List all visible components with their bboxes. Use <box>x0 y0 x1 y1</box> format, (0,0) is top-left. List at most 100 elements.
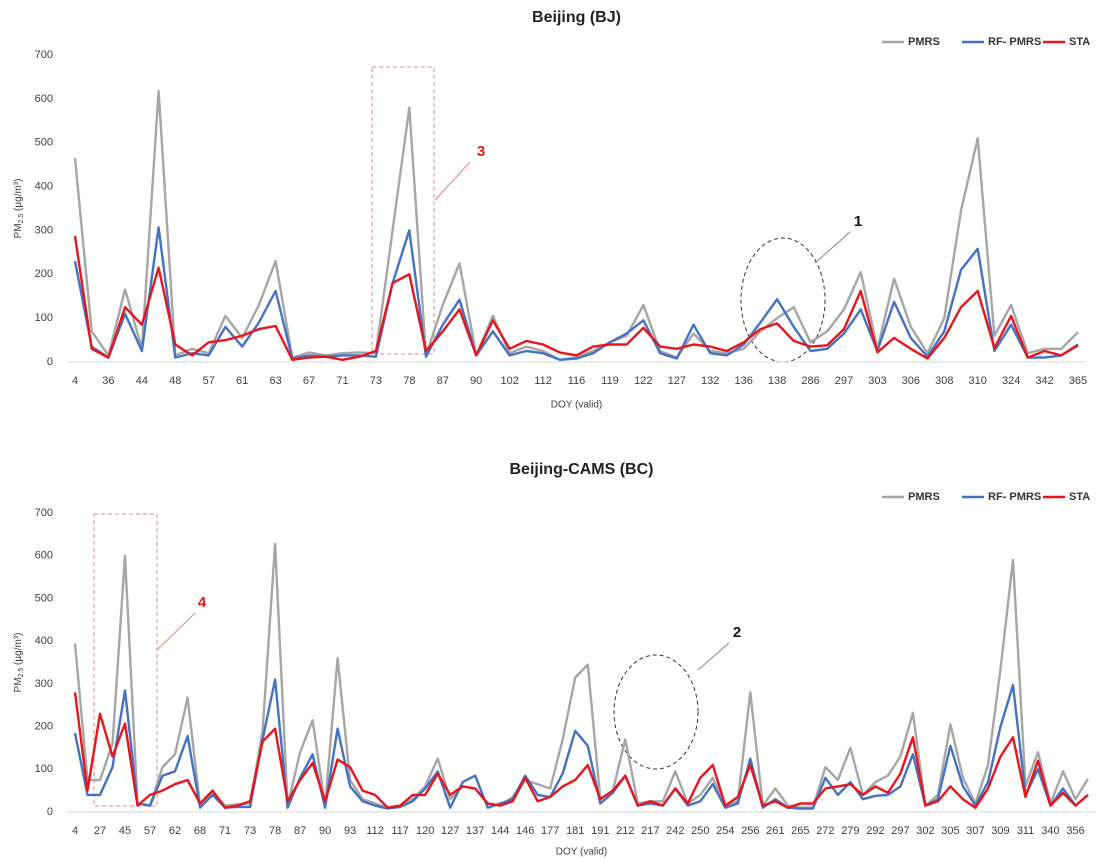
y-tick-label: 600 <box>35 550 53 562</box>
x-tick-label: 48 <box>169 375 181 387</box>
x-tick-label: 292 <box>866 825 884 837</box>
x-tick-label: 27 <box>94 825 106 837</box>
x-tick-label: 261 <box>766 825 784 837</box>
x-tick-label: 78 <box>403 375 415 387</box>
x-tick-label: 306 <box>902 375 920 387</box>
y-tick-label: 500 <box>35 592 53 604</box>
x-tick-label: 181 <box>566 825 584 837</box>
y-tick-label: 200 <box>35 720 53 732</box>
x-tick-label: 250 <box>691 825 709 837</box>
y-axis-title-sub: 2.5 <box>18 668 25 678</box>
x-tick-label: 90 <box>470 375 482 387</box>
x-tick-label: 146 <box>516 825 534 837</box>
data-line <box>73 89 1079 361</box>
x-tick-label: 67 <box>303 375 315 387</box>
x-tick-label: 310 <box>969 375 987 387</box>
x-tick-label: 342 <box>1035 375 1053 387</box>
legend-label: PMRS <box>908 36 940 48</box>
legend-label: STA <box>1069 36 1090 48</box>
x-tick-label: 44 <box>136 375 148 387</box>
chart-title: Beijing (BJ) <box>532 9 621 26</box>
leader-line <box>814 231 851 264</box>
x-tick-label: 191 <box>591 825 609 837</box>
y-tick-label: 200 <box>35 268 53 280</box>
x-tick-label: 119 <box>601 375 619 387</box>
x-tick-label: 57 <box>203 375 215 387</box>
data-line <box>73 226 1079 361</box>
y-tick-label: 400 <box>35 635 53 647</box>
data-line <box>73 678 1089 810</box>
x-tick-label: 286 <box>801 375 819 387</box>
legend-label: RF- PMRS <box>988 36 1041 48</box>
legend-label: PMRS <box>908 491 940 503</box>
x-tick-label: 136 <box>734 375 752 387</box>
legend-label: STA <box>1069 491 1090 503</box>
x-tick-label: 324 <box>1002 375 1020 387</box>
x-tick-label: 57 <box>144 825 156 837</box>
x-tick-label: 122 <box>634 375 652 387</box>
x-tick-label: 279 <box>841 825 859 837</box>
y-tick-label: 100 <box>35 312 53 324</box>
x-tick-label: 307 <box>966 825 984 837</box>
x-tick-label: 365 <box>1069 375 1087 387</box>
y-tick-label: 400 <box>35 180 53 192</box>
highlight-ellipse <box>613 654 699 770</box>
x-tick-label: 127 <box>441 825 459 837</box>
data-line <box>73 692 1089 809</box>
y-axis-title-sub: 2.5 <box>18 214 25 224</box>
leader-line <box>156 612 196 651</box>
x-tick-label: 73 <box>370 375 382 387</box>
x-tick-label: 138 <box>768 375 786 387</box>
legend-label: RF- PMRS <box>988 491 1041 503</box>
data-line <box>73 235 1079 361</box>
y-tick-label: 0 <box>47 356 53 368</box>
y-tick-label: 500 <box>35 137 53 149</box>
y-axis-title-unit: (µg/m³) <box>13 633 24 668</box>
x-tick-label: 71 <box>336 375 348 387</box>
chart-title: Beijing-CAMS (BC) <box>510 461 654 478</box>
y-tick-label: 300 <box>35 224 53 236</box>
y-tick-label: 0 <box>47 806 53 818</box>
y-axis-title: PM2.5 (µg/m³) <box>13 633 26 693</box>
x-tick-label: 78 <box>269 825 281 837</box>
highlight-box <box>371 66 435 355</box>
x-tick-label: 303 <box>868 375 886 387</box>
y-axis-title-unit: (µg/m³) <box>13 179 24 214</box>
x-tick-label: 356 <box>1066 825 1084 837</box>
x-tick-label: 102 <box>500 375 518 387</box>
x-tick-label: 242 <box>666 825 684 837</box>
y-tick-label: 100 <box>35 763 53 775</box>
x-tick-label: 217 <box>641 825 659 837</box>
x-tick-label: 71 <box>219 825 231 837</box>
x-tick-label: 61 <box>236 375 248 387</box>
x-tick-label: 340 <box>1041 825 1059 837</box>
x-tick-label: 93 <box>344 825 356 837</box>
highlight-box <box>93 513 158 807</box>
x-tick-label: 4 <box>72 375 78 387</box>
y-axis-title: PM2.5 (µg/m³) <box>13 179 26 239</box>
x-tick-label: 87 <box>437 375 449 387</box>
x-tick-label: 90 <box>319 825 331 837</box>
x-tick-label: 309 <box>991 825 1009 837</box>
x-tick-label: 144 <box>491 825 509 837</box>
x-tick-label: 63 <box>269 375 281 387</box>
y-tick-label: 600 <box>35 93 53 105</box>
x-tick-label: 4 <box>72 825 78 837</box>
x-tick-label: 256 <box>741 825 759 837</box>
x-tick-label: 137 <box>466 825 484 837</box>
highlight-ellipse <box>740 237 826 363</box>
x-tick-label: 212 <box>616 825 634 837</box>
x-tick-label: 311 <box>1017 825 1035 837</box>
y-axis-title-main: PM <box>13 223 24 238</box>
x-tick-label: 112 <box>534 375 552 387</box>
y-tick-label: 700 <box>35 49 53 61</box>
x-tick-label: 112 <box>366 825 384 837</box>
y-tick-label: 700 <box>35 507 53 519</box>
x-tick-label: 68 <box>194 825 206 837</box>
x-tick-label: 265 <box>791 825 809 837</box>
annotation: 4 <box>198 594 207 611</box>
x-axis-title: DOY (valid) <box>556 847 608 858</box>
x-tick-label: 297 <box>835 375 853 387</box>
x-tick-label: 117 <box>391 825 409 837</box>
